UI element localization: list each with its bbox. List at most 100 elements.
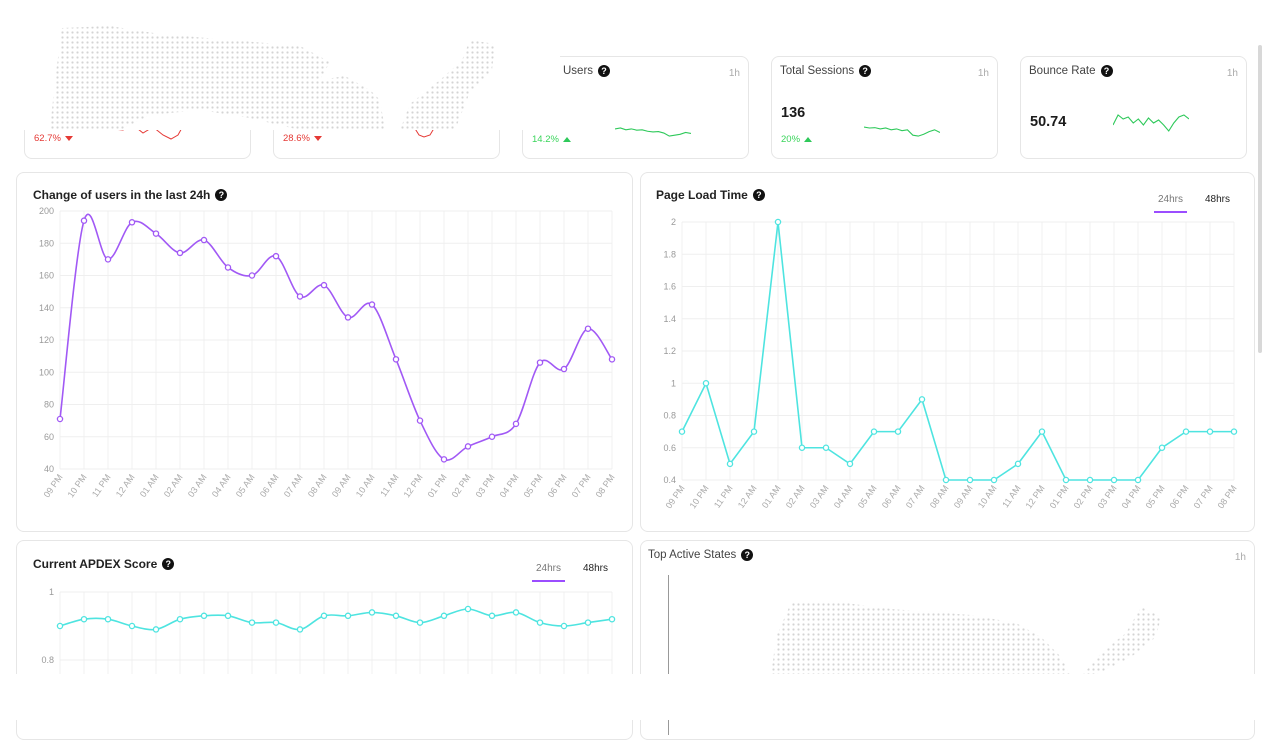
series-line — [59, 608, 613, 631]
data-point[interactable] — [1230, 428, 1238, 435]
data-point[interactable] — [200, 236, 208, 244]
data-point[interactable] — [296, 626, 304, 633]
data-point[interactable] — [1038, 428, 1046, 435]
x-tick-label: 04 PM — [1120, 483, 1143, 510]
data-point[interactable] — [560, 622, 568, 630]
data-point[interactable] — [368, 301, 376, 308]
data-point[interactable] — [584, 619, 592, 626]
data-point[interactable] — [224, 264, 232, 271]
data-point[interactable] — [488, 612, 496, 620]
data-point[interactable] — [774, 218, 782, 226]
help-icon[interactable]: ? — [162, 558, 175, 570]
data-point[interactable] — [488, 433, 496, 440]
help-icon[interactable]: ? — [752, 189, 765, 201]
data-point[interactable] — [416, 417, 424, 424]
data-point[interactable] — [726, 460, 734, 468]
data-point[interactable] — [128, 622, 136, 630]
data-point[interactable] — [104, 256, 112, 263]
data-point[interactable] — [392, 612, 400, 620]
data-point[interactable] — [176, 615, 184, 623]
data-point[interactable] — [966, 476, 974, 484]
data-point[interactable] — [320, 281, 328, 289]
tab-48hrs[interactable]: 48hrs — [1204, 194, 1230, 205]
data-point[interactable] — [248, 272, 256, 279]
data-point[interactable] — [248, 619, 256, 626]
active-states-period: 1h — [1234, 552, 1246, 563]
kpi-sessions-sparkline — [864, 126, 940, 137]
data-point[interactable] — [440, 612, 448, 620]
data-point[interactable] — [368, 609, 376, 616]
tab-24hrs[interactable]: 24hrs — [1153, 194, 1187, 213]
kpi-bounce-value: 50.74 — [1030, 114, 1067, 130]
data-point[interactable] — [392, 356, 400, 363]
help-icon[interactable]: ? — [598, 65, 611, 77]
data-point[interactable] — [152, 626, 160, 633]
y-tick-label: 0.4 — [663, 475, 676, 485]
x-tick-label: 11 AM — [1000, 483, 1022, 509]
data-point[interactable] — [440, 456, 448, 463]
y-tick-label: 1 — [49, 587, 54, 597]
data-point[interactable] — [344, 314, 352, 321]
data-point[interactable] — [536, 359, 544, 366]
data-point[interactable] — [608, 615, 616, 623]
data-point[interactable] — [296, 293, 304, 300]
help-icon[interactable]: ? — [741, 549, 754, 561]
data-point[interactable] — [320, 612, 328, 620]
data-point[interactable] — [1158, 444, 1166, 451]
data-point[interactable] — [702, 379, 710, 387]
data-point[interactable] — [128, 219, 136, 226]
data-point[interactable] — [1182, 428, 1190, 435]
data-point[interactable] — [152, 230, 160, 237]
data-point[interactable] — [56, 622, 64, 630]
tab-48hrs[interactable]: 48hrs — [582, 563, 608, 574]
data-point[interactable] — [200, 612, 208, 620]
help-icon[interactable]: ? — [859, 65, 872, 77]
data-point[interactable] — [918, 396, 926, 403]
data-point[interactable] — [846, 460, 854, 468]
data-point[interactable] — [272, 619, 280, 626]
data-point[interactable] — [104, 615, 112, 623]
series-line — [59, 213, 613, 461]
data-point[interactable] — [272, 252, 280, 260]
data-point[interactable] — [584, 325, 592, 332]
data-point[interactable] — [464, 605, 472, 613]
help-icon[interactable]: ? — [1100, 65, 1113, 77]
kpi-sessions-delta: 20% — [781, 134, 813, 145]
data-point[interactable] — [1062, 476, 1070, 484]
data-point[interactable] — [224, 612, 232, 620]
data-point[interactable] — [1134, 476, 1142, 484]
data-point[interactable] — [344, 612, 352, 620]
data-point[interactable] — [536, 619, 544, 626]
x-tick-label: 09 AM — [952, 483, 975, 510]
x-tick-label: 10 PM — [66, 472, 89, 499]
x-tick-label: 01 AM — [760, 483, 783, 510]
data-point[interactable] — [80, 615, 88, 623]
data-point[interactable] — [990, 476, 998, 484]
data-point[interactable] — [798, 444, 806, 451]
data-point[interactable] — [176, 249, 184, 257]
data-point[interactable] — [512, 609, 520, 616]
kpi-sessions-period: 1h — [977, 68, 989, 79]
data-point[interactable] — [560, 365, 568, 373]
data-point[interactable] — [1086, 476, 1094, 484]
data-point[interactable] — [678, 428, 686, 435]
data-point[interactable] — [608, 356, 616, 363]
data-point[interactable] — [1014, 460, 1022, 468]
kpi-sessions-title: Total Sessions? — [780, 65, 872, 77]
data-point[interactable] — [870, 428, 878, 435]
data-point[interactable] — [80, 217, 88, 224]
x-tick-label: 05 PM — [522, 472, 545, 499]
data-point[interactable] — [750, 428, 758, 435]
help-icon[interactable]: ? — [215, 189, 228, 201]
page-scrollbar[interactable] — [1258, 45, 1262, 353]
data-point[interactable] — [464, 443, 472, 450]
data-point[interactable] — [416, 619, 424, 626]
data-point[interactable] — [1206, 428, 1214, 435]
data-point[interactable] — [56, 415, 64, 423]
data-point[interactable] — [894, 428, 902, 435]
data-point[interactable] — [822, 444, 830, 451]
data-point[interactable] — [1110, 476, 1118, 484]
data-point[interactable] — [942, 476, 950, 484]
tab-24hrs[interactable]: 24hrs — [531, 563, 565, 582]
data-point[interactable] — [512, 420, 520, 428]
